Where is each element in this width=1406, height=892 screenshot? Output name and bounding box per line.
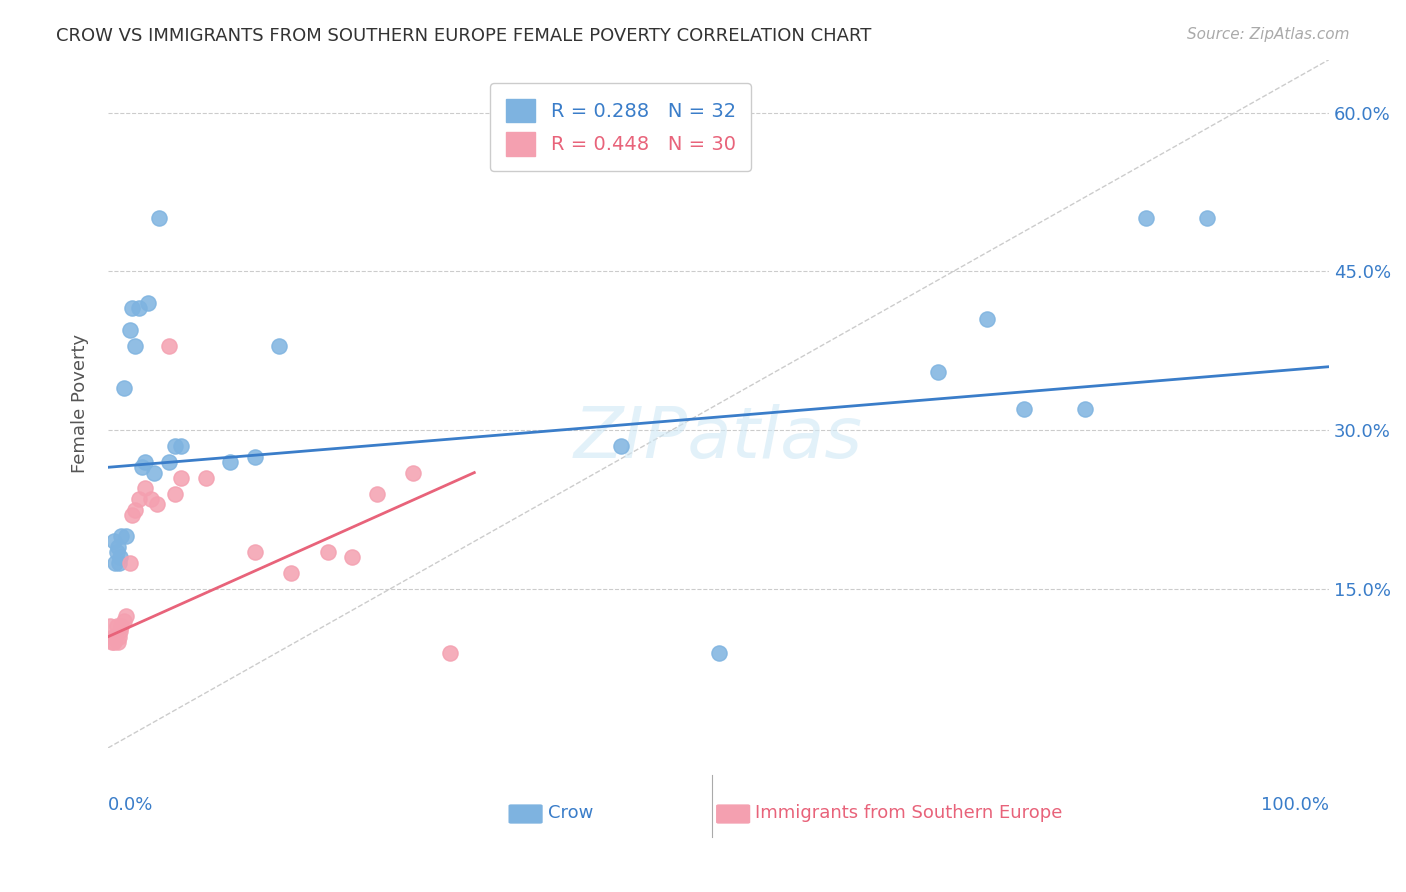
FancyBboxPatch shape [509, 805, 543, 823]
Text: 0.0%: 0.0% [108, 797, 153, 814]
Point [610, 439, 633, 453]
Text: Source: ZipAtlas.com: Source: ZipAtlas.com [1187, 27, 1350, 42]
Text: Immigrants from Southern Europe: Immigrants from Southern Europe [755, 805, 1063, 822]
Point [366, 487, 388, 501]
Point [115, 529, 138, 543]
Point [148, 211, 170, 226]
Point [1195, 211, 1218, 226]
Point [103, 534, 125, 549]
Point [707, 646, 730, 660]
Point [146, 497, 169, 511]
Point [124, 338, 146, 352]
Point [170, 439, 193, 453]
Text: ZIPatlas: ZIPatlas [574, 404, 863, 473]
Point [131, 460, 153, 475]
Point [110, 529, 132, 543]
Legend: R = 0.288   N = 32, R = 0.448   N = 30: R = 0.288 N = 32, R = 0.448 N = 30 [491, 83, 751, 171]
Point [118, 323, 141, 337]
Point [128, 491, 150, 506]
Point [105, 545, 128, 559]
Point [110, 619, 132, 633]
Point [927, 365, 949, 379]
Point [112, 614, 135, 628]
Point [101, 630, 124, 644]
Point [157, 455, 180, 469]
Point [100, 635, 122, 649]
Point [103, 635, 125, 649]
Point [134, 482, 156, 496]
Point [243, 545, 266, 559]
Point [108, 624, 131, 639]
Point [143, 466, 166, 480]
Point [134, 455, 156, 469]
Point [139, 491, 162, 506]
Point [280, 566, 302, 581]
Point [1074, 402, 1097, 417]
Point [402, 466, 425, 480]
Point [112, 381, 135, 395]
Point [121, 301, 143, 316]
Point [165, 487, 187, 501]
Point [118, 556, 141, 570]
Point [105, 619, 128, 633]
Point [128, 301, 150, 316]
FancyBboxPatch shape [716, 805, 751, 823]
Text: 100.0%: 100.0% [1261, 797, 1329, 814]
Point [1135, 211, 1157, 226]
Point [104, 630, 127, 644]
Point [100, 619, 122, 633]
Point [170, 471, 193, 485]
Y-axis label: Female Poverty: Female Poverty [72, 334, 89, 474]
Point [194, 471, 217, 485]
Point [107, 540, 129, 554]
Point [439, 646, 461, 660]
Text: Crow: Crow [547, 805, 593, 822]
Point [108, 550, 131, 565]
Point [157, 338, 180, 352]
Point [104, 556, 127, 570]
Point [1012, 402, 1035, 417]
Point [316, 545, 339, 559]
Point [976, 312, 998, 326]
Point [267, 338, 290, 352]
Text: CROW VS IMMIGRANTS FROM SOUTHERN EUROPE FEMALE POVERTY CORRELATION CHART: CROW VS IMMIGRANTS FROM SOUTHERN EUROPE … [56, 27, 872, 45]
Point [107, 635, 129, 649]
Point [124, 502, 146, 516]
Point [165, 439, 187, 453]
Point [115, 608, 138, 623]
Point [219, 455, 242, 469]
Point [136, 296, 159, 310]
Point [108, 630, 131, 644]
Point [243, 450, 266, 464]
Point [121, 508, 143, 522]
Point [340, 550, 363, 565]
Point [108, 556, 131, 570]
